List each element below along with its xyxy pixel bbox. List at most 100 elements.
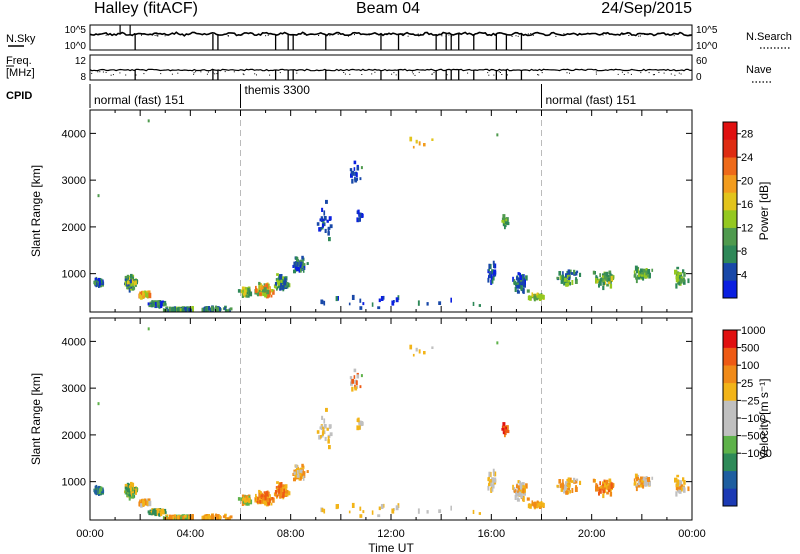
nsearch-dot (157, 35, 159, 37)
velocity-cbar-swatch (723, 347, 737, 366)
velocity-echo (130, 487, 132, 492)
velocity-echo (126, 482, 130, 486)
power-echo (675, 275, 678, 280)
nsearch-dot (511, 35, 513, 37)
velocity-echo (595, 483, 598, 487)
nave-dot (640, 72, 642, 74)
velocity-echo (635, 476, 639, 482)
velocity-echo (319, 426, 322, 430)
power-echo (237, 289, 241, 293)
power-echo (493, 263, 497, 269)
velocity-echo (274, 490, 277, 495)
power-echo (609, 284, 613, 289)
freq-strip: Freq. [MHz] 12 8 60 0 Nave (6, 54, 772, 83)
nave-dot (621, 71, 623, 73)
power-echo (131, 277, 133, 281)
velocity-echo (674, 477, 677, 483)
velocity-echo (561, 482, 565, 488)
velocity-echo (610, 483, 613, 489)
power-echo (359, 298, 362, 303)
velocity-echo (488, 480, 491, 486)
velocity-echo (492, 484, 495, 489)
velocity-echo (647, 477, 651, 482)
freq-tick-top: 12 (75, 56, 87, 67)
freq-tick-bottom: 8 (80, 72, 86, 83)
velocity-echo (329, 432, 333, 437)
power-echo (201, 307, 205, 312)
nave-dot (105, 71, 107, 73)
power-echo (150, 304, 153, 308)
power-echo (327, 231, 330, 236)
velocity-echo (593, 479, 596, 483)
velocity-echo (349, 376, 353, 380)
power-echo (533, 295, 537, 300)
power-echo (634, 265, 638, 271)
power-echo (276, 279, 279, 284)
power-echo (417, 300, 420, 306)
velocity-echo (637, 482, 640, 488)
power-echo (561, 274, 565, 280)
velocity-echo (152, 509, 155, 514)
velocity-echo (526, 497, 530, 501)
power-echo (294, 266, 298, 270)
y-tick-label: 2000 (62, 430, 86, 442)
velocity-echo (97, 402, 100, 406)
nave-dot (102, 71, 104, 73)
power-echo (129, 277, 131, 283)
power-echo (177, 307, 180, 312)
nsearch-dot (555, 35, 557, 37)
power-echo (490, 273, 493, 279)
velocity-echo (563, 489, 567, 494)
velocity-echo (675, 487, 678, 491)
date-title: 24/Sep/2015 (601, 0, 692, 17)
power-echo (391, 300, 395, 306)
power-echo (575, 271, 578, 276)
power-echo (593, 271, 596, 275)
velocity-echo (155, 508, 158, 513)
nave-dot (216, 73, 218, 75)
power-echo (595, 278, 598, 282)
nave-dot (206, 73, 208, 75)
power-echo (380, 296, 384, 301)
nsearch-dot (532, 34, 534, 36)
velocity-cbar-tick-label: 1000 (741, 325, 765, 337)
nsearch-tick-top: 10^5 (696, 25, 718, 36)
power-echo (259, 283, 262, 289)
velocity-cbar-swatch (723, 488, 737, 507)
power-echo (523, 284, 526, 288)
nave-dot (488, 74, 490, 76)
nave-dot (349, 73, 351, 75)
velocity-echo (648, 480, 651, 487)
power-echo (512, 276, 514, 282)
power-echo (418, 141, 421, 146)
velocity-echo (529, 503, 532, 509)
velocity-echo (301, 471, 305, 477)
power-echo (679, 272, 682, 275)
power-echo (101, 281, 105, 286)
velocity-echo (320, 435, 322, 439)
velocity-echo (567, 490, 570, 495)
power-echo (135, 280, 137, 285)
velocity-echo (431, 346, 434, 349)
power-echo (279, 286, 282, 291)
velocity-echo (358, 420, 362, 425)
power-echo (258, 285, 261, 290)
nave-dot (433, 72, 435, 74)
velocity-echo (263, 491, 266, 495)
velocity-echo (602, 493, 605, 499)
nsearch-dot (402, 33, 404, 35)
velocity-echo (129, 488, 131, 493)
power-echo (324, 228, 327, 233)
velocity-echo (173, 515, 176, 520)
power-echo (335, 296, 338, 302)
velocity-echo (124, 483, 128, 489)
nsearch-dot (418, 35, 420, 37)
velocity-echo (359, 385, 362, 389)
nsearch-dot (453, 34, 455, 36)
velocity-echo (144, 500, 147, 506)
velocity-echo (560, 487, 563, 492)
nave-dot (499, 72, 501, 73)
power-echo (299, 264, 302, 268)
velocity-echo (188, 515, 191, 520)
velocity-echo (256, 500, 259, 504)
